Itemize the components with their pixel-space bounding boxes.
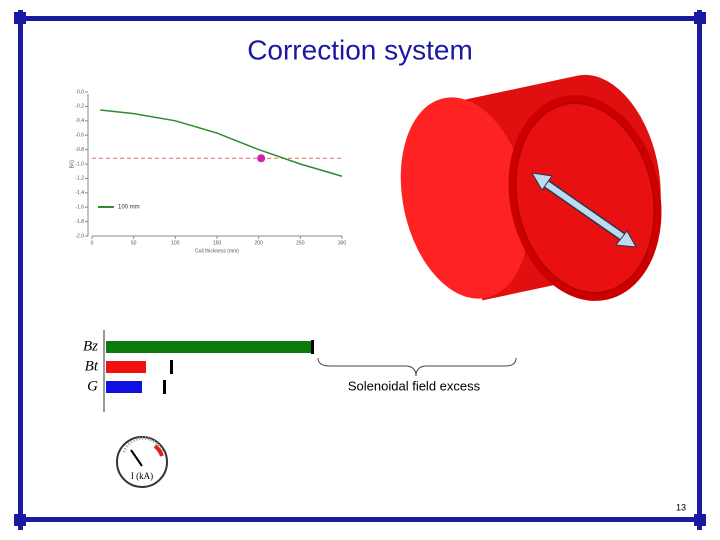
y-tick-label: -1.0	[75, 161, 84, 167]
category-label: Bt	[85, 358, 99, 374]
x-tick-label: 200	[254, 240, 263, 246]
x-axis-label: Coil thickness (mm)	[195, 248, 239, 254]
bar	[106, 381, 142, 393]
y-tick-label: -0.6	[75, 133, 84, 139]
x-tick-label: 150	[213, 240, 222, 246]
slide-title: Correction system	[247, 34, 473, 65]
bar	[106, 341, 312, 353]
x-tick-label: 100	[171, 240, 180, 246]
category-label: Bz	[83, 338, 98, 354]
x-tick-label: 50	[131, 240, 137, 246]
y-tick-label: -0.8	[75, 147, 84, 153]
limit-marker	[311, 340, 314, 354]
gauge: I (kA)	[116, 436, 168, 488]
y-tick-label: -2.0	[75, 233, 84, 239]
annotation: Solenoidal field excess	[348, 378, 481, 393]
x-tick-label: 250	[296, 240, 305, 246]
legend-label: 100 mm	[118, 205, 140, 211]
y-tick-label: -1.4	[75, 190, 84, 196]
brace	[317, 357, 517, 377]
bar	[106, 361, 146, 373]
y-tick-label: 0.0	[77, 89, 84, 95]
gauge-label: I (kA)	[131, 471, 153, 481]
x-tick-label: 0	[91, 240, 94, 246]
slide-number: 13	[676, 502, 686, 512]
y-tick-label: -1.6	[75, 205, 84, 211]
limit-marker	[163, 380, 166, 394]
frame	[14, 10, 706, 530]
category-label: G	[87, 378, 98, 394]
y-axis-label: B/G	[69, 160, 75, 169]
y-tick-label: -1.2	[75, 176, 84, 182]
line	[100, 109, 343, 177]
y-tick-label: -1.8	[75, 219, 84, 225]
x-tick-label: 300	[338, 240, 347, 246]
limit-marker	[170, 360, 173, 374]
cylinder	[400, 74, 662, 301]
highlight-point	[257, 154, 266, 163]
y-tick-label: -0.2	[75, 104, 84, 110]
y-tick-label: -0.4	[75, 118, 84, 124]
